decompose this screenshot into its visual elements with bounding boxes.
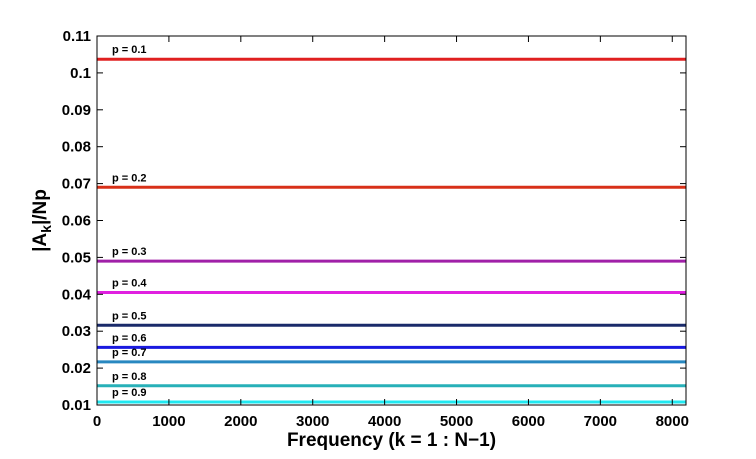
- x-tick-label: 7000: [584, 413, 617, 430]
- y-tick-label: 0.09: [62, 102, 91, 119]
- y-tick-label: 0.03: [62, 323, 91, 340]
- x-tick-label: 6000: [512, 413, 545, 430]
- y-tick-label: 0.08: [62, 139, 91, 156]
- series-label-9: p = 0.9: [112, 387, 147, 399]
- y-tick-label: 0.06: [62, 213, 91, 230]
- x-tick-label: 5000: [440, 413, 473, 430]
- series-label-2: p = 0.2: [112, 172, 147, 184]
- y-tick-label: 0.01: [62, 397, 91, 414]
- x-tick-label: 0: [93, 413, 101, 430]
- x-tick-label: 1000: [152, 413, 185, 430]
- x-tick-label: 2000: [224, 413, 257, 430]
- plot-area: [97, 36, 686, 405]
- series-label-7: p = 0.7: [112, 347, 147, 359]
- x-axis-title: Frequency (k = 1 : N−1): [287, 430, 496, 451]
- x-tick-label: 4000: [368, 413, 401, 430]
- y-tick-label: 0.05: [62, 249, 91, 266]
- y-axis-title: |Ak|/Np: [30, 189, 54, 252]
- series-label-4: p = 0.4: [112, 277, 147, 289]
- y-tick-label: 0.04: [62, 286, 92, 303]
- series-label-1: p = 0.1: [112, 44, 147, 56]
- y-tick-label: 0.02: [62, 360, 91, 377]
- x-tick-label: 3000: [296, 413, 329, 430]
- x-tick-label: 8000: [656, 413, 689, 430]
- y-tick-label: 0.1: [70, 65, 91, 82]
- y-tick-label: 0.11: [63, 28, 91, 45]
- y-tick-label: 0.07: [62, 176, 91, 193]
- series-label-5: p = 0.5: [112, 310, 147, 322]
- series-label-8: p = 0.8: [112, 371, 147, 383]
- series-label-6: p = 0.6: [112, 332, 147, 344]
- series-label-3: p = 0.3: [112, 246, 147, 258]
